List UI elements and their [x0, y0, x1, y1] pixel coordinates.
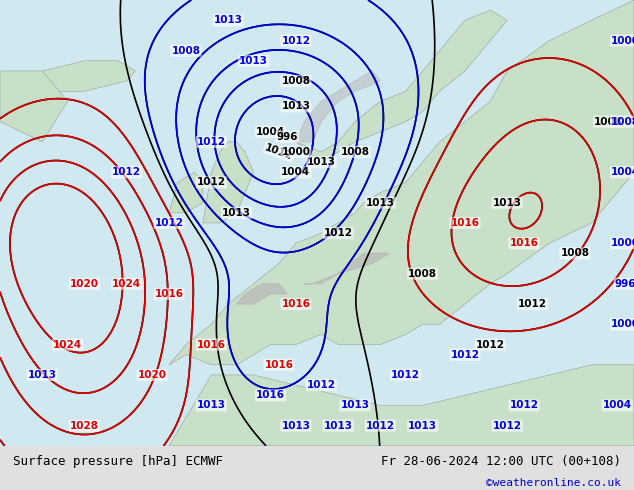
- Text: 1013: 1013: [214, 15, 243, 25]
- Text: 1000: 1000: [611, 319, 634, 329]
- Text: 1008: 1008: [340, 147, 370, 157]
- Text: 1013: 1013: [323, 420, 353, 431]
- Text: 1024: 1024: [53, 340, 82, 349]
- Text: 1013: 1013: [493, 197, 522, 208]
- Text: 1004: 1004: [611, 167, 634, 177]
- Text: 1008: 1008: [560, 248, 590, 258]
- Text: 1004: 1004: [256, 127, 285, 137]
- Text: 1012: 1012: [518, 299, 547, 309]
- Text: 1012: 1012: [155, 218, 184, 228]
- Text: 1012: 1012: [493, 420, 522, 431]
- Text: 1012: 1012: [450, 350, 479, 360]
- Polygon shape: [169, 172, 203, 213]
- Text: 1013: 1013: [307, 157, 336, 167]
- Text: 1016: 1016: [197, 340, 226, 349]
- Text: 1013: 1013: [281, 101, 311, 111]
- Text: Surface pressure [hPa] ECMWF: Surface pressure [hPa] ECMWF: [13, 455, 223, 468]
- Text: 996: 996: [276, 132, 298, 142]
- Text: 1020: 1020: [138, 370, 167, 380]
- Text: 1000: 1000: [281, 147, 311, 157]
- Polygon shape: [236, 284, 287, 304]
- Text: 1012: 1012: [307, 380, 336, 390]
- Text: 1013: 1013: [222, 208, 251, 218]
- Text: 1028: 1028: [70, 420, 99, 431]
- Text: 1016: 1016: [155, 289, 184, 299]
- Text: 1008: 1008: [594, 117, 623, 126]
- Text: 1013: 1013: [340, 400, 370, 410]
- Text: Fr 28-06-2024 12:00 UTC (00+108): Fr 28-06-2024 12:00 UTC (00+108): [381, 455, 621, 468]
- Text: 1012: 1012: [281, 36, 311, 46]
- Text: 1012: 1012: [366, 420, 395, 431]
- Polygon shape: [0, 71, 68, 142]
- Polygon shape: [304, 253, 389, 284]
- Text: 1008: 1008: [408, 269, 437, 279]
- Text: 1016: 1016: [281, 299, 311, 309]
- Text: 1012: 1012: [264, 143, 294, 162]
- Polygon shape: [203, 142, 254, 223]
- Text: 1020: 1020: [70, 279, 99, 289]
- Polygon shape: [296, 71, 380, 142]
- Text: 1008: 1008: [171, 46, 200, 56]
- Text: 1013: 1013: [366, 197, 395, 208]
- Text: 1012: 1012: [391, 370, 420, 380]
- Polygon shape: [25, 61, 135, 91]
- Text: 1004: 1004: [602, 400, 631, 410]
- Text: 1013: 1013: [239, 56, 268, 66]
- Text: 1013: 1013: [281, 420, 311, 431]
- Text: 1008: 1008: [281, 76, 311, 86]
- Text: 1012: 1012: [323, 228, 353, 238]
- Text: 1000: 1000: [611, 238, 634, 248]
- Text: 1012: 1012: [510, 400, 539, 410]
- Text: 1012: 1012: [197, 177, 226, 187]
- Text: 996: 996: [615, 279, 634, 289]
- Text: 1012: 1012: [112, 167, 141, 177]
- Text: 1012: 1012: [476, 340, 505, 349]
- Text: ©weatheronline.co.uk: ©weatheronline.co.uk: [486, 478, 621, 489]
- Text: 1024: 1024: [112, 279, 141, 289]
- Text: 1016: 1016: [510, 238, 539, 248]
- Polygon shape: [296, 10, 507, 162]
- Text: 1012: 1012: [197, 137, 226, 147]
- Text: 1008: 1008: [611, 117, 634, 126]
- Text: 1004: 1004: [281, 167, 311, 177]
- Text: 1016: 1016: [264, 360, 294, 370]
- Text: 1013: 1013: [28, 370, 57, 380]
- Text: 1013: 1013: [408, 420, 437, 431]
- Polygon shape: [169, 0, 634, 365]
- Text: 1016: 1016: [256, 390, 285, 400]
- Text: 1016: 1016: [450, 218, 479, 228]
- Polygon shape: [169, 365, 634, 446]
- Text: 1000: 1000: [611, 36, 634, 46]
- Text: 1013: 1013: [197, 400, 226, 410]
